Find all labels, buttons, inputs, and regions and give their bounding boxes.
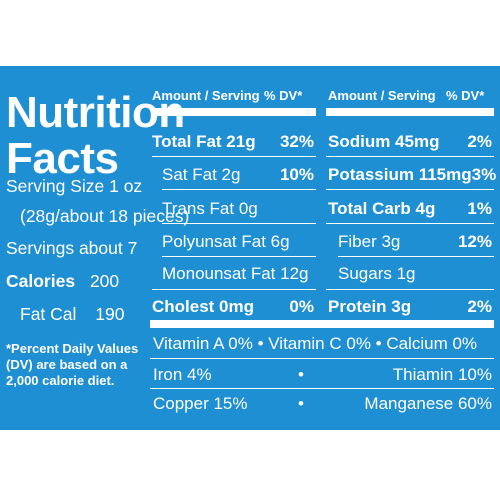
rule — [326, 156, 494, 157]
vitamins-row-1: Vitamin A 0% • Vitamin C 0% • Calcium 0% — [153, 334, 478, 353]
left-row-polyunsat-fat: Polyunsat Fat 6g — [162, 232, 314, 252]
right-row-sodium: Sodium 45mg 2% — [328, 132, 492, 152]
row-dv: 10% — [279, 165, 314, 184]
right-row-fiber: Fiber 3g 12% — [338, 232, 492, 252]
row-label: Fiber 3g — [338, 232, 401, 251]
row-dv: 2% — [467, 132, 492, 151]
fat-calories-row: Fat Cal 190 — [20, 304, 124, 324]
row-label: Monounsat Fat 12g — [162, 264, 309, 283]
rule — [162, 223, 316, 224]
row-dv: 1% — [467, 199, 492, 218]
row-dv: 12% — [457, 232, 492, 251]
left-row-trans-fat: Trans Fat 0g — [162, 199, 314, 219]
row-label: Sodium 45mg — [328, 132, 440, 151]
footnote-line-2: (DV) are based on a — [6, 357, 128, 372]
row-label: Trans Fat 0g — [162, 199, 258, 218]
nutrition-facts-panel: Nutrition Facts Serving Size 1 oz (28g/a… — [0, 66, 500, 430]
right-row-total-carb: Total Carb 4g 1% — [328, 199, 492, 219]
row-label: Total Fat 21g — [152, 132, 256, 151]
servings-per-container: Servings about 7 — [6, 238, 138, 258]
footnote-line-3: 2,000 calorie diet. — [6, 373, 115, 388]
row-label: Cholest 0mg — [152, 297, 255, 316]
fat-cal-label: Fat Cal — [20, 304, 77, 324]
row-dv: 0% — [289, 297, 314, 316]
copper-value: Copper 15% — [153, 394, 248, 413]
left-row-cholesterol: Cholest 0mg 0% — [152, 297, 314, 317]
serving-size-detail: (28g/about 18 pieces) — [20, 206, 190, 226]
row-label: Sugars 1g — [338, 264, 416, 283]
rule — [150, 388, 494, 389]
row-label: Total Carb 4g — [328, 199, 436, 218]
rule — [326, 223, 494, 224]
rule — [162, 256, 316, 257]
iron-value: Iron 4% — [153, 365, 212, 384]
right-row-protein: Protein 3g 2% — [328, 297, 492, 317]
rule — [326, 189, 494, 190]
bullet-separator: • — [298, 394, 304, 413]
rule — [152, 289, 316, 290]
footnote-line-1: *Percent Daily Values — [6, 341, 139, 356]
manganese-value: Manganese 60% — [364, 394, 492, 413]
rule — [152, 156, 316, 157]
right-header-dv: % DV* — [446, 88, 485, 103]
left-header-rule — [152, 108, 316, 116]
left-header-amount: Amount / Serving — [152, 88, 260, 103]
right-header-rule — [326, 108, 494, 116]
left-row-sat-fat: Sat Fat 2g 10% — [162, 165, 314, 185]
fat-cal-value: 190 — [95, 304, 125, 324]
rule — [150, 358, 494, 359]
row-label: Protein 3g — [328, 297, 412, 316]
bullet-separator: • — [298, 365, 304, 384]
daily-value-footnote: *Percent Daily Values (DV) are based on … — [6, 341, 138, 389]
row-label: Polyunsat Fat 6g — [162, 232, 290, 251]
vitamins-top-rule — [150, 320, 494, 328]
calories-row: Calories 200 — [6, 271, 119, 291]
left-row-monounsat-fat: Monounsat Fat 12g — [162, 264, 314, 284]
calories-value: 200 — [89, 271, 120, 291]
rule — [326, 289, 494, 290]
row-label: Sat Fat 2g — [162, 165, 241, 184]
left-row-total-fat: Total Fat 21g 32% — [152, 132, 314, 152]
calories-label: Calories — [6, 271, 76, 291]
title-line-2: Facts — [6, 134, 119, 183]
rule — [162, 189, 316, 190]
serving-size: Serving Size 1 oz — [6, 176, 143, 196]
rule — [338, 256, 494, 257]
right-header-amount: Amount / Serving — [328, 88, 436, 103]
left-header-dv: % DV* — [264, 88, 303, 103]
row-dv: 32% — [279, 132, 314, 151]
row-dv: 2% — [467, 297, 492, 316]
thiamin-value: Thiamin 10% — [392, 365, 492, 384]
right-row-sugars: Sugars 1g — [338, 264, 492, 284]
row-label: Potassium 115mg — [328, 165, 472, 184]
right-row-potassium: Potassium 115mg 3% — [328, 165, 496, 185]
row-dv: 3% — [471, 165, 497, 184]
